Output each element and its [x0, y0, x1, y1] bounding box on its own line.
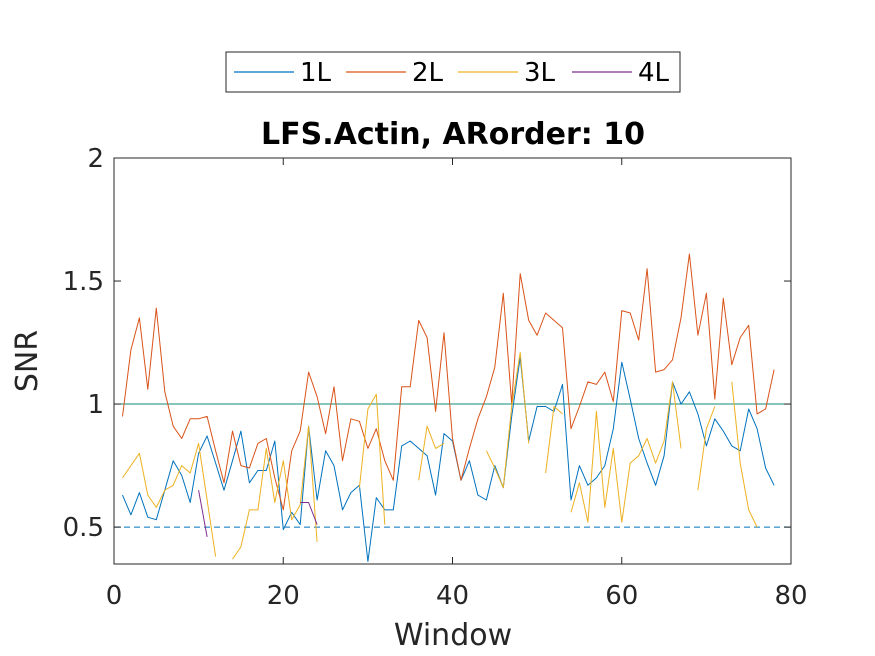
y-tick-label: 1.5	[63, 267, 104, 297]
legend-entry-4L: 4L	[638, 58, 670, 88]
chart-title: LFS.Actin, ARorder: 10	[261, 117, 645, 152]
plot-area	[114, 158, 791, 564]
x-tick-label: 20	[267, 581, 300, 611]
legend-entry-3L: 3L	[524, 58, 556, 88]
reference-lines	[114, 158, 791, 528]
x-tick-label: 0	[106, 581, 123, 611]
legend: 1L 2L 3L 4L	[225, 51, 681, 93]
y-axis-label: SNR	[10, 330, 45, 392]
series-line-1L	[122, 356, 775, 562]
x-tick-label: 40	[436, 581, 469, 611]
y-tick-label: 1	[87, 390, 104, 420]
x-tick-label: 60	[605, 581, 638, 611]
series-line-3L	[122, 351, 758, 560]
axis-ticks: 0 20 40 60 80 0.5 1 1.5 2	[63, 144, 808, 611]
series-line-2L	[122, 253, 775, 511]
series-line-4L	[198, 490, 318, 537]
legend-entry-1L: 1L	[300, 58, 332, 88]
x-axis-label: Window	[394, 618, 512, 653]
y-tick-label: 0.5	[63, 513, 104, 543]
y-tick-label: 2	[87, 144, 104, 174]
x-tick-label: 80	[774, 581, 807, 611]
legend-entry-2L: 2L	[412, 58, 444, 88]
series-lines	[122, 253, 775, 562]
